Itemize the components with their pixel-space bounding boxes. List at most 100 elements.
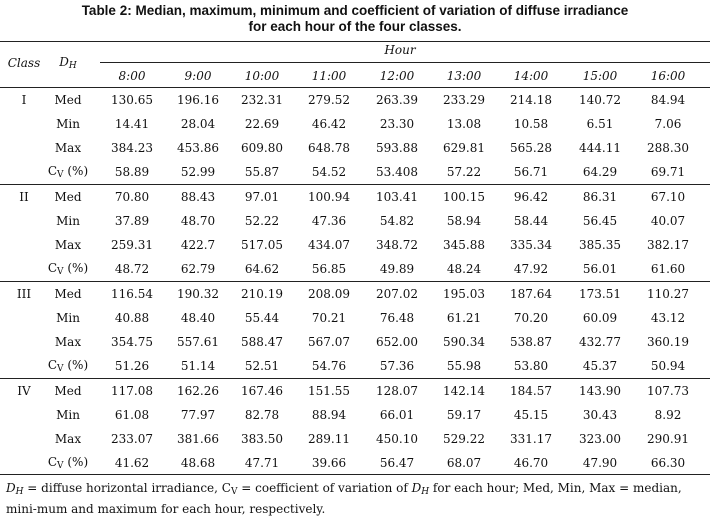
- fn: = diffuse horizontal irradiance, C: [23, 481, 231, 495]
- dh-main: D: [59, 55, 69, 69]
- fn: for each hour; Med, Min, Max = median, m…: [6, 481, 682, 516]
- value-cell: 345.88: [443, 238, 485, 252]
- value-cell: 67.10: [650, 190, 686, 204]
- value-cell: 48.24: [446, 262, 482, 276]
- value-cell: 49.89: [379, 262, 415, 276]
- value-cell: 41.62: [114, 456, 150, 470]
- group-rule: [0, 378, 710, 379]
- value-cell: 517.05: [241, 238, 283, 252]
- value-cell: 538.87: [510, 335, 552, 349]
- value-cell: 57.36: [379, 359, 415, 373]
- stat-part: C: [47, 455, 58, 469]
- value-cell: 47.92: [513, 262, 549, 276]
- value-cell: 54.52: [311, 165, 347, 179]
- value-cell: 59.17: [446, 408, 482, 422]
- stat-label: Med: [54, 93, 81, 107]
- value-cell: 142.14: [443, 384, 485, 398]
- stat-part: Max: [54, 141, 82, 155]
- value-cell: 45.15: [513, 408, 549, 422]
- value-cell: 140.72: [579, 93, 621, 107]
- stat-part: Max: [54, 238, 82, 252]
- value-cell: 58.89: [114, 165, 150, 179]
- value-cell: 48.68: [180, 456, 216, 470]
- value-cell: 444.11: [579, 141, 621, 155]
- value-cell: 43.12: [650, 311, 686, 325]
- value-cell: 52.22: [244, 214, 280, 228]
- stat-label: Med: [54, 190, 81, 204]
- stat-label: Min: [56, 408, 80, 422]
- value-cell: 422.7: [180, 238, 216, 252]
- value-cell: 46.42: [311, 117, 347, 131]
- stat-label: Med: [54, 384, 81, 398]
- value-cell: 64.29: [582, 165, 618, 179]
- value-cell: 62.79: [180, 262, 216, 276]
- class-header: Class: [7, 56, 41, 70]
- stat-part: (%): [63, 261, 89, 275]
- title-line: Table 2: Median, maximum, minimum and co…: [81, 3, 629, 18]
- value-cell: 259.31: [111, 238, 153, 252]
- value-cell: 66.01: [379, 408, 415, 422]
- stat-label: Max: [55, 432, 81, 446]
- value-cell: 214.18: [510, 93, 552, 107]
- value-cell: 30.43: [582, 408, 618, 422]
- value-cell: 354.75: [111, 335, 153, 349]
- value-cell: 652.00: [376, 335, 418, 349]
- stat-label: CV (%): [48, 358, 88, 374]
- value-cell: 381.66: [177, 432, 219, 446]
- value-cell: 151.55: [308, 384, 350, 398]
- dh-sub: H: [68, 61, 77, 71]
- group-rule: [0, 281, 710, 282]
- value-cell: 66.30: [650, 456, 686, 470]
- value-cell: 86.31: [582, 190, 618, 204]
- value-cell: 14.41: [114, 117, 150, 131]
- stat-part: Min: [56, 117, 80, 131]
- stat-label: Max: [55, 141, 81, 155]
- value-cell: 51.14: [180, 359, 216, 373]
- stat-label: Min: [56, 117, 80, 131]
- value-cell: 107.73: [647, 384, 689, 398]
- value-cell: 58.44: [513, 214, 549, 228]
- bottom-rule: [0, 474, 710, 475]
- hour-label: 14:00: [513, 69, 549, 83]
- footnote: DH = diffuse horizontal irradiance, CV =…: [6, 480, 706, 518]
- stat-label: Med: [54, 287, 81, 301]
- class-label: IV: [17, 384, 31, 398]
- value-cell: 143.90: [579, 384, 621, 398]
- value-cell: 331.17: [510, 432, 552, 446]
- value-cell: 97.01: [244, 190, 280, 204]
- value-cell: 360.19: [647, 335, 689, 349]
- stat-part: C: [47, 164, 58, 178]
- value-cell: 432.77: [579, 335, 621, 349]
- value-cell: 28.04: [180, 117, 216, 131]
- hour-header: Hour: [384, 43, 416, 57]
- stat-part: (%): [63, 358, 89, 372]
- value-cell: 53.408: [376, 165, 418, 179]
- value-cell: 47.71: [244, 456, 280, 470]
- value-cell: 208.09: [308, 287, 350, 301]
- value-cell: 70.20: [513, 311, 549, 325]
- value-cell: 348.72: [376, 238, 418, 252]
- value-cell: 384.23: [111, 141, 153, 155]
- value-cell: 290.91: [647, 432, 689, 446]
- value-cell: 54.82: [379, 214, 415, 228]
- value-cell: 116.54: [111, 287, 153, 301]
- value-cell: 434.07: [308, 238, 350, 252]
- value-cell: 45.37: [582, 359, 618, 373]
- value-cell: 450.10: [376, 432, 418, 446]
- value-cell: 167.46: [241, 384, 283, 398]
- value-cell: 100.94: [308, 190, 350, 204]
- stat-part: Med: [54, 93, 82, 107]
- value-cell: 565.28: [510, 141, 552, 155]
- class-label: III: [16, 287, 32, 301]
- stat-part: V: [57, 267, 64, 277]
- value-cell: 56.01: [582, 262, 618, 276]
- value-cell: 54.76: [311, 359, 347, 373]
- stat-label: Min: [56, 214, 80, 228]
- value-cell: 37.89: [114, 214, 150, 228]
- value-cell: 61.60: [650, 262, 686, 276]
- value-cell: 51.26: [114, 359, 150, 373]
- hour-label: 8:00: [118, 69, 146, 83]
- value-cell: 648.78: [308, 141, 350, 155]
- value-cell: 48.70: [180, 214, 216, 228]
